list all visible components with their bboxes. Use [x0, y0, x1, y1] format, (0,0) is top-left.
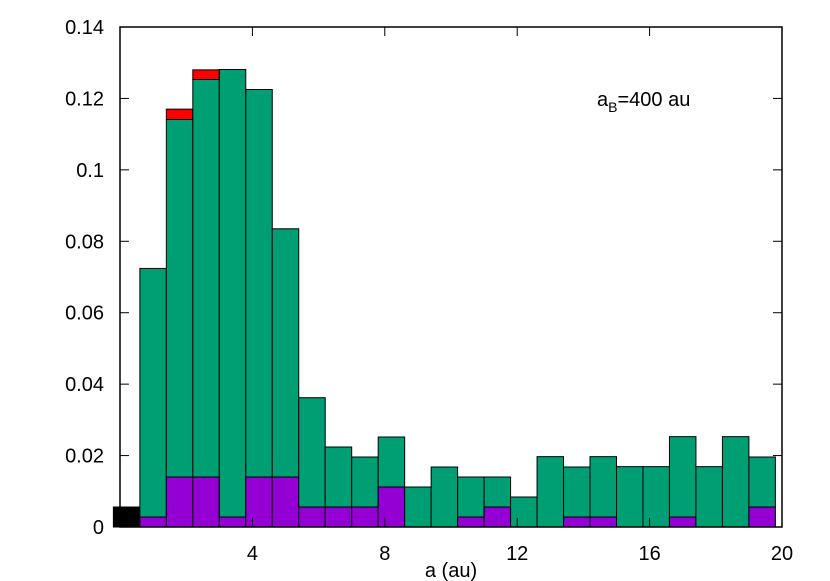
bar-series-1-bin-13 [457, 476, 485, 518]
bar-series-1-bin-15 [510, 496, 538, 528]
bar-series-1-bin-6 [271, 228, 300, 478]
bar-series-1-bin-2 [165, 119, 194, 478]
bar-series-1-bin-3 [192, 79, 220, 478]
bar-series-0-bin-24 [748, 506, 776, 528]
bar-series-1-bin-14 [483, 476, 512, 508]
bar-series-0-bin-9 [351, 506, 379, 528]
y-tick-label-6: 0.12 [65, 88, 104, 110]
bar-series-1-bin-19 [616, 466, 644, 528]
bar-series-1-bin-7 [298, 397, 326, 508]
y-tick-label-2: 0.04 [65, 374, 104, 396]
bar-series-2-bin-2 [165, 108, 194, 121]
y-tick-label-4: 0.08 [65, 231, 104, 253]
bar-series-0-bin-5 [245, 476, 273, 528]
plot-frame [119, 26, 783, 528]
y-tick-label-1: 0.02 [65, 446, 104, 468]
bar-series-1-bin-12 [430, 466, 459, 528]
bar-series-0-bin-2 [165, 476, 194, 528]
bar-series-1-bin-20 [642, 466, 670, 528]
bar-series-1-bin-9 [351, 456, 379, 508]
bar-series-1-bin-23 [721, 436, 750, 528]
bar-series-0-bin-10 [377, 486, 406, 528]
y-tick-label-5: 0.1 [76, 160, 104, 182]
bar-series-0-bin-14 [483, 506, 512, 528]
annotation-main: a [597, 89, 609, 111]
y-tick-label-0: 0 [93, 517, 104, 539]
x-tick-label-1: 8 [379, 543, 390, 565]
bar-series-0-bin-8 [324, 506, 353, 528]
bar-series-0-bin-6 [271, 476, 300, 528]
y-tick-label-7: 0.14 [65, 17, 104, 39]
bar-series-1-bin-1 [139, 267, 167, 518]
x-tick-label-4: 20 [771, 543, 793, 565]
y-tick-label-3: 0.06 [65, 303, 104, 325]
bar-series-1-bin-24 [748, 456, 776, 508]
annotation-rest: =400 au [617, 89, 690, 111]
bar-series-2-bin-3 [192, 69, 220, 80]
bar-series-1-bin-4 [218, 69, 247, 518]
bar-series-0-bin-21 [668, 516, 697, 528]
bar-series-1-bin-8 [324, 446, 353, 508]
bar-series-1-bin-16 [536, 456, 565, 528]
annotation-label: aB=400 au [597, 89, 690, 115]
x-tick-label-3: 16 [638, 543, 660, 565]
bar-series-0-bin-17 [563, 516, 591, 528]
bar-series-0-bin-7 [298, 506, 326, 528]
bar-series-1-bin-18 [589, 456, 618, 518]
bar-series-0-bin-13 [457, 516, 485, 528]
bar-series-1-bin-22 [695, 466, 723, 528]
x-tick-label-0: 4 [247, 543, 258, 565]
axis-tick-labels: 0 0.02 0.04 0.06 0.08 0.1 0.12 0.14 4 8 12 16 20 [65, 17, 793, 565]
bar-series-1-bin-11 [404, 486, 432, 528]
bars-layer [112, 69, 776, 528]
bar-series-0-bin-3 [192, 476, 220, 528]
bar-series-0-bin-18 [589, 516, 618, 528]
x-axis-label: a (au) [425, 560, 477, 581]
bar-series-1-bin-21 [668, 436, 697, 518]
bar-series-1-bin-5 [245, 89, 273, 478]
annotation-subscript: B [608, 99, 617, 115]
bar-series-1-bin-10 [377, 436, 406, 488]
axis-ticks [120, 27, 782, 527]
bar-series-0-bin-4 [218, 516, 247, 528]
bar-series-3-bin-0 [112, 506, 141, 528]
x-tick-label-2: 12 [506, 543, 528, 565]
bar-series-1-bin-17 [563, 466, 591, 518]
bar-series-0-bin-1 [139, 516, 167, 528]
